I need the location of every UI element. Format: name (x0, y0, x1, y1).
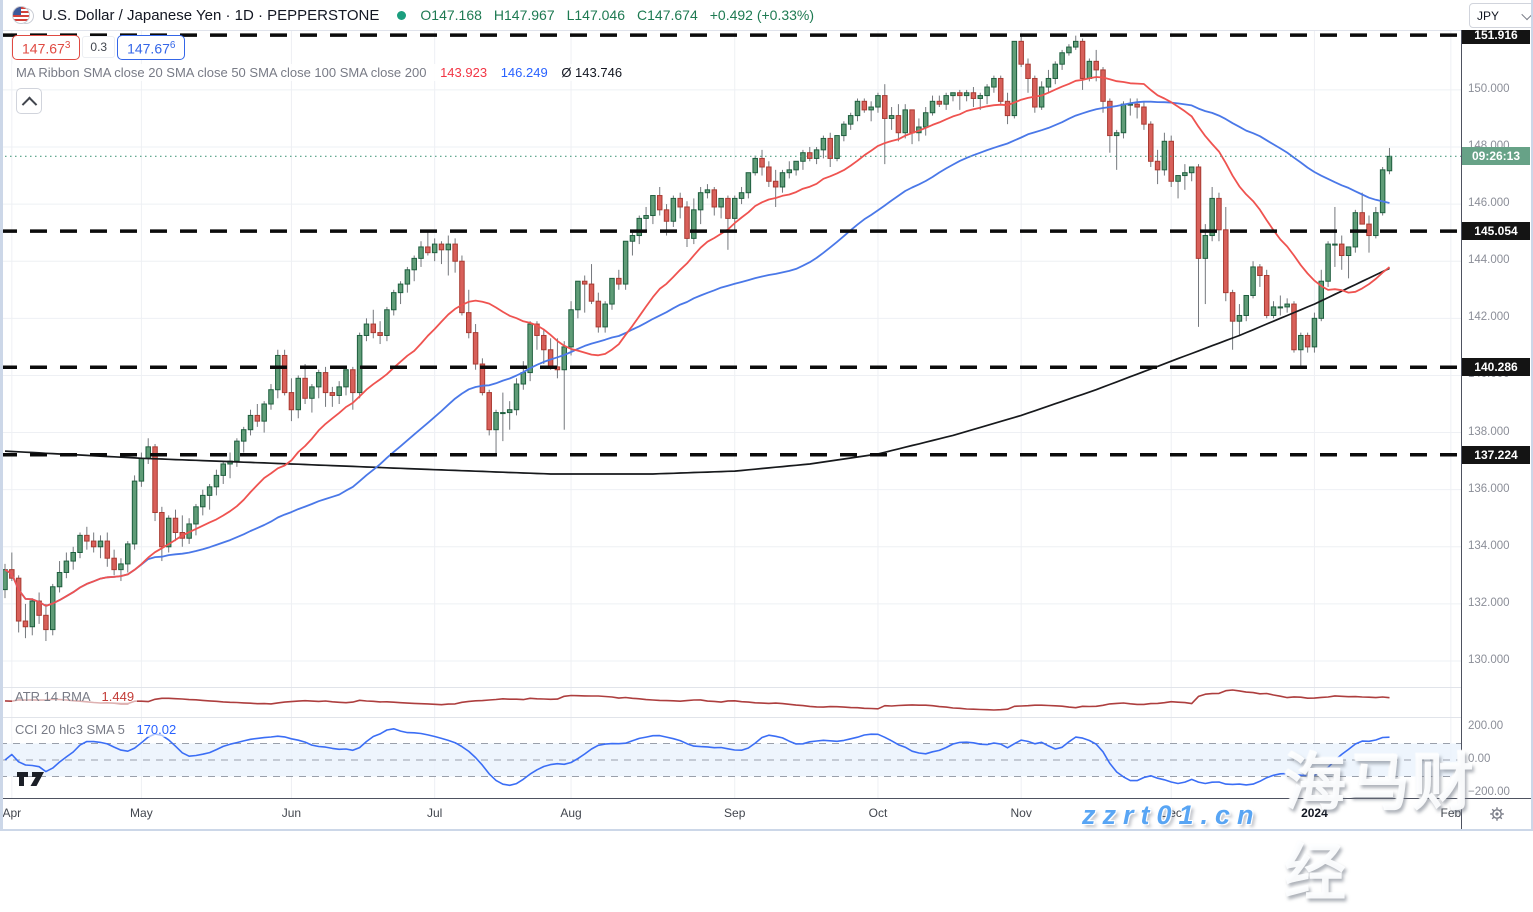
atr-label: ATR 14 RMA (15, 689, 90, 704)
symbol-title[interactable]: U.S. Dollar / Japanese Yen · 1D · PEPPER… (42, 6, 380, 24)
ribbon-average-value: Ø 143.746 (561, 65, 623, 80)
time-axis-label: Jun (281, 806, 302, 820)
price-axis-border (1461, 0, 1462, 831)
atr-value: 1.449 (101, 689, 135, 704)
cci-tick-label: 200.00 (1468, 720, 1504, 732)
price-tick-label: 146.000 (1468, 197, 1510, 210)
sma20-value: 143.923 (440, 65, 488, 80)
grid-layer (0, 30, 1461, 798)
price-tick-label: 134.000 (1468, 539, 1510, 552)
level-price-label: 140.286 (1462, 358, 1530, 377)
chevron-up-icon (21, 96, 37, 112)
level-price-label: 145.054 (1462, 222, 1530, 241)
ohlc-high: H147.967 (493, 7, 555, 23)
market-status-dot-icon[interactable] (397, 10, 407, 20)
time-axis-label: Feb (1440, 806, 1461, 820)
currency-unit-label: JPY (1477, 8, 1500, 23)
price-tick-label: 132.000 (1468, 596, 1510, 609)
cci-label: CCI 20 hlc3 SMA 5 (15, 722, 125, 737)
time-axis-label: May (130, 806, 153, 820)
price-tick-label: 138.000 (1468, 425, 1510, 438)
ma-ribbon-legend[interactable]: MA Ribbon SMA close 20 SMA close 50 SMA … (12, 64, 627, 81)
ask-price-button[interactable]: 147.676 (117, 35, 186, 60)
sma-200-line (4, 267, 1390, 475)
atr-line (4, 689, 1390, 711)
bar-countdown-label: 09:26:13 (1462, 147, 1530, 166)
cci-tick-label: 0.00 (1468, 753, 1491, 765)
price-tick-label: 150.000 (1468, 82, 1510, 95)
time-axis-label: Oct (868, 806, 888, 820)
sma-20-line (4, 76, 1391, 607)
time-axis-label: Aug (560, 806, 582, 820)
price-tick-label: 142.000 (1468, 311, 1510, 324)
price-axis-header: JPY (1461, 0, 1533, 30)
currency-unit-button[interactable]: JPY (1469, 3, 1533, 28)
time-axis-border (0, 798, 1533, 799)
time-axis-label: Jul (426, 806, 443, 820)
watermark-chinese: 海马财经 (1284, 749, 1477, 908)
time-axis-label: Apr (2, 806, 22, 820)
price-tick-label: 136.000 (1468, 482, 1510, 495)
sma-50-line (4, 100, 1390, 607)
settings-gear-icon[interactable] (1489, 806, 1505, 822)
window-edge-right (1531, 0, 1533, 831)
pane-separator-atr[interactable] (0, 687, 1461, 688)
level-price-label: 137.224 (1462, 445, 1530, 464)
window-edge-bottom (0, 829, 1533, 831)
candlestick-layer (2, 35, 1393, 642)
price-axis[interactable]: 150.000148.000146.000144.000142.000140.0… (1462, 0, 1533, 831)
sma50-value: 146.249 (500, 65, 548, 80)
time-axis-label: Nov (1010, 806, 1032, 820)
price-tick-label: 144.000 (1468, 254, 1510, 267)
level-price-label: 151.916 (1462, 26, 1530, 45)
pane-separator-cci[interactable] (0, 717, 1461, 718)
time-axis-label: 2024 (1301, 806, 1328, 820)
window-edge-left (0, 0, 3, 831)
ohlc-close: C147.674 (637, 7, 698, 23)
collapse-button[interactable] (16, 88, 42, 114)
spread-value: 0.3 (82, 36, 116, 59)
time-axis[interactable]: Apr May Jun Jul Aug Sep Oct Nov Dec 2024 Feb (0, 799, 1461, 829)
candlestick-chart[interactable] (0, 0, 1461, 831)
cci-tick-label: −200.00 (1468, 786, 1510, 798)
ohlc-open: O147.168 (420, 7, 482, 23)
currency-pair-flag-icon (12, 5, 34, 25)
ma-ribbon-label: MA Ribbon SMA close 20 SMA close 50 SMA … (16, 65, 427, 80)
cci-line (4, 727, 1390, 787)
cci-value: 170.02 (136, 722, 177, 737)
time-axis-label: Sep (724, 806, 746, 820)
ohlc-low: L147.046 (566, 7, 626, 23)
time-axis-label: Dec (1160, 806, 1182, 820)
atr-legend[interactable]: ATR 14 RMA 1.449 (12, 689, 138, 704)
ohlc-change: +0.492 (+0.33%) (709, 7, 815, 23)
price-tick-label: 130.000 (1468, 654, 1510, 666)
watermark-url: zzrt01.cn (1082, 800, 1261, 830)
tradingview-logo[interactable] (16, 769, 46, 789)
cci-legend[interactable]: CCI 20 hlc3 SMA 5 170.02 (12, 722, 180, 737)
bid-price-button[interactable]: 147.673 (12, 35, 81, 60)
quote-row: 147.673 0.3 147.676 (12, 35, 186, 60)
symbol-header-bar: U.S. Dollar / Japanese Yen · 1D · PEPPER… (0, 0, 1461, 31)
